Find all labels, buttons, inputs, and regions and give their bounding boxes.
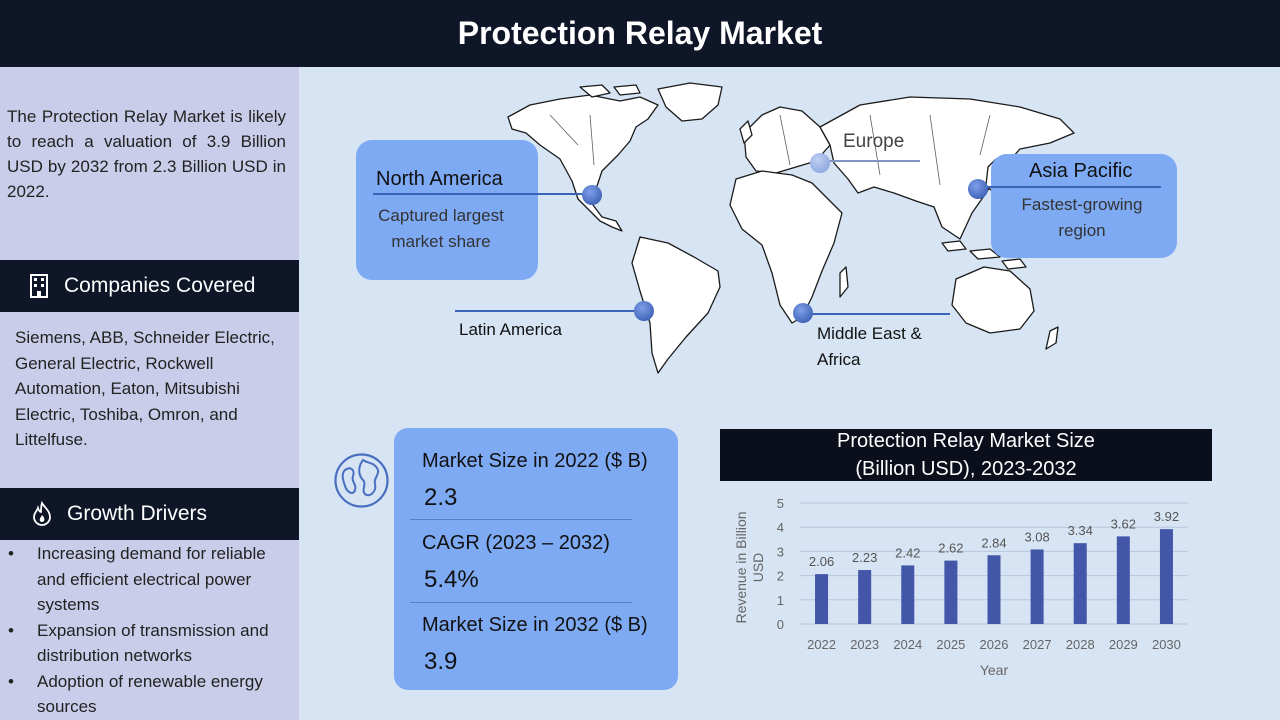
asia-pacific-connector — [978, 186, 1161, 188]
south-america-landmass — [631, 236, 721, 374]
driver-item: Expansion of transmission and distributi… — [8, 618, 293, 669]
drivers-list: Increasing demand for reliable and effic… — [8, 541, 293, 720]
new-zealand-landmass — [1045, 326, 1059, 350]
bar — [987, 555, 1001, 624]
y-tick-label: 1 — [777, 593, 784, 608]
bar — [815, 574, 829, 624]
market-stats-box: Market Size in 2022 ($ B) 2.3 CAGR (2023… — [394, 428, 678, 690]
north-america-marker — [582, 185, 602, 205]
sea-islands — [941, 240, 1027, 270]
bar — [858, 570, 872, 624]
y-tick-label: 4 — [777, 520, 784, 535]
stat-value-2022: 2.3 — [424, 484, 458, 511]
x-tick-label: 2030 — [1152, 637, 1181, 652]
mea-marker — [793, 303, 813, 323]
market-size-bar-chart: 0 1 2 3 4 5 2.06 2022 2.23 2023 2.42 2024 2.62 2025 2.… — [733, 496, 1188, 678]
north-america-connector — [373, 193, 588, 195]
bar — [1030, 549, 1044, 624]
madagascar-landmass — [839, 266, 849, 298]
latin-america-marker — [634, 301, 654, 321]
stat-label-2022: Market Size in 2022 ($ B) — [422, 450, 648, 472]
europe-marker — [810, 153, 830, 173]
x-tick-label: 2026 — [980, 637, 1009, 652]
stat-divider — [410, 519, 632, 520]
chart-title-line2: (Billion USD), 2023-2032 — [855, 458, 1077, 480]
data-label: 2.84 — [981, 535, 1006, 550]
x-tick-label: 2023 — [850, 637, 879, 652]
data-label: 3.62 — [1111, 516, 1136, 531]
data-label: 3.08 — [1024, 529, 1049, 544]
x-tick-label: 2028 — [1066, 637, 1095, 652]
sidebar: The Protection Relay Market is likely to… — [0, 67, 299, 720]
data-label: 2.23 — [852, 550, 877, 565]
bar — [901, 565, 915, 624]
asia-pacific-desc: Fastest-growing region — [1021, 195, 1143, 240]
bar — [1159, 529, 1173, 624]
asia-landmass — [819, 96, 1075, 240]
mea-name: Middle East & Africa — [817, 324, 922, 369]
arctic-islands — [579, 84, 641, 98]
chart-title-bar: Protection Relay Market Size (Billion US… — [720, 429, 1212, 481]
stat-label-2032: Market Size in 2032 ($ B) — [422, 614, 648, 636]
companies-heading: Companies Covered — [64, 274, 256, 297]
x-tick-label: 2029 — [1109, 637, 1138, 652]
intro-text: The Protection Relay Market is likely to… — [7, 107, 286, 201]
stat-value-cagr: 5.4% — [424, 566, 479, 593]
latin-america-connector — [455, 310, 645, 312]
companies-list: Siemens, ABB, Schneider Electric, Genera… — [15, 328, 275, 449]
y-tick-label: 5 — [777, 496, 784, 511]
africa-landmass — [729, 170, 843, 324]
y-tick-label: 2 — [777, 569, 784, 584]
x-tick-label: 2027 — [1023, 637, 1052, 652]
asia-pacific-marker — [968, 179, 988, 199]
north-america-desc: Captured largest market share — [378, 206, 504, 251]
stat-divider — [410, 602, 632, 603]
uk-landmass — [739, 120, 753, 144]
bar — [944, 560, 958, 624]
bar — [1073, 543, 1087, 624]
drivers-heading-bar: Growth Drivers — [0, 488, 299, 540]
driver-item: Adoption of renewable energy sources — [8, 669, 293, 720]
y-axis-label: Revenue in BillionUSD — [733, 511, 766, 623]
europe-name: Europe — [843, 131, 905, 152]
europe-connector — [820, 160, 920, 162]
companies-heading-bar: Companies Covered — [0, 260, 299, 312]
mea-connector — [800, 313, 950, 315]
north-america-box — [356, 140, 538, 280]
asia-pacific-box — [991, 154, 1177, 258]
page-title: Protection Relay Market — [457, 15, 823, 51]
driver-item: Increasing demand for reliable and effic… — [8, 541, 293, 618]
y-tick-label: 3 — [777, 544, 784, 559]
header-bar: Protection Relay Market — [0, 0, 1280, 67]
x-axis-label: Year — [980, 662, 1009, 678]
flame-icon — [33, 501, 51, 526]
data-label: 2.42 — [895, 545, 920, 560]
y-tick-label: 0 — [777, 617, 784, 632]
bar — [1116, 536, 1130, 624]
stat-label-cagr: CAGR (2023 – 2032) — [422, 532, 610, 554]
x-tick-label: 2022 — [807, 637, 836, 652]
data-label: 3.92 — [1154, 509, 1179, 524]
asia-pacific-name: Asia Pacific — [1029, 160, 1133, 182]
x-tick-label: 2024 — [893, 637, 922, 652]
data-label: 3.34 — [1068, 523, 1093, 538]
world-map — [507, 82, 1075, 374]
north-america-name: North America — [376, 168, 503, 190]
greenland-landmass — [657, 82, 723, 122]
data-label: 2.06 — [809, 554, 834, 569]
drivers-heading: Growth Drivers — [67, 502, 208, 525]
data-label: 2.62 — [938, 541, 963, 556]
globe-icon — [334, 453, 389, 508]
building-icon — [30, 274, 48, 298]
stat-value-2032: 3.9 — [424, 648, 458, 675]
chart-title-line1: Protection Relay Market Size — [837, 430, 1095, 452]
latin-america-name: Latin America — [459, 320, 562, 339]
australia-landmass — [951, 266, 1035, 334]
x-tick-label: 2025 — [936, 637, 965, 652]
